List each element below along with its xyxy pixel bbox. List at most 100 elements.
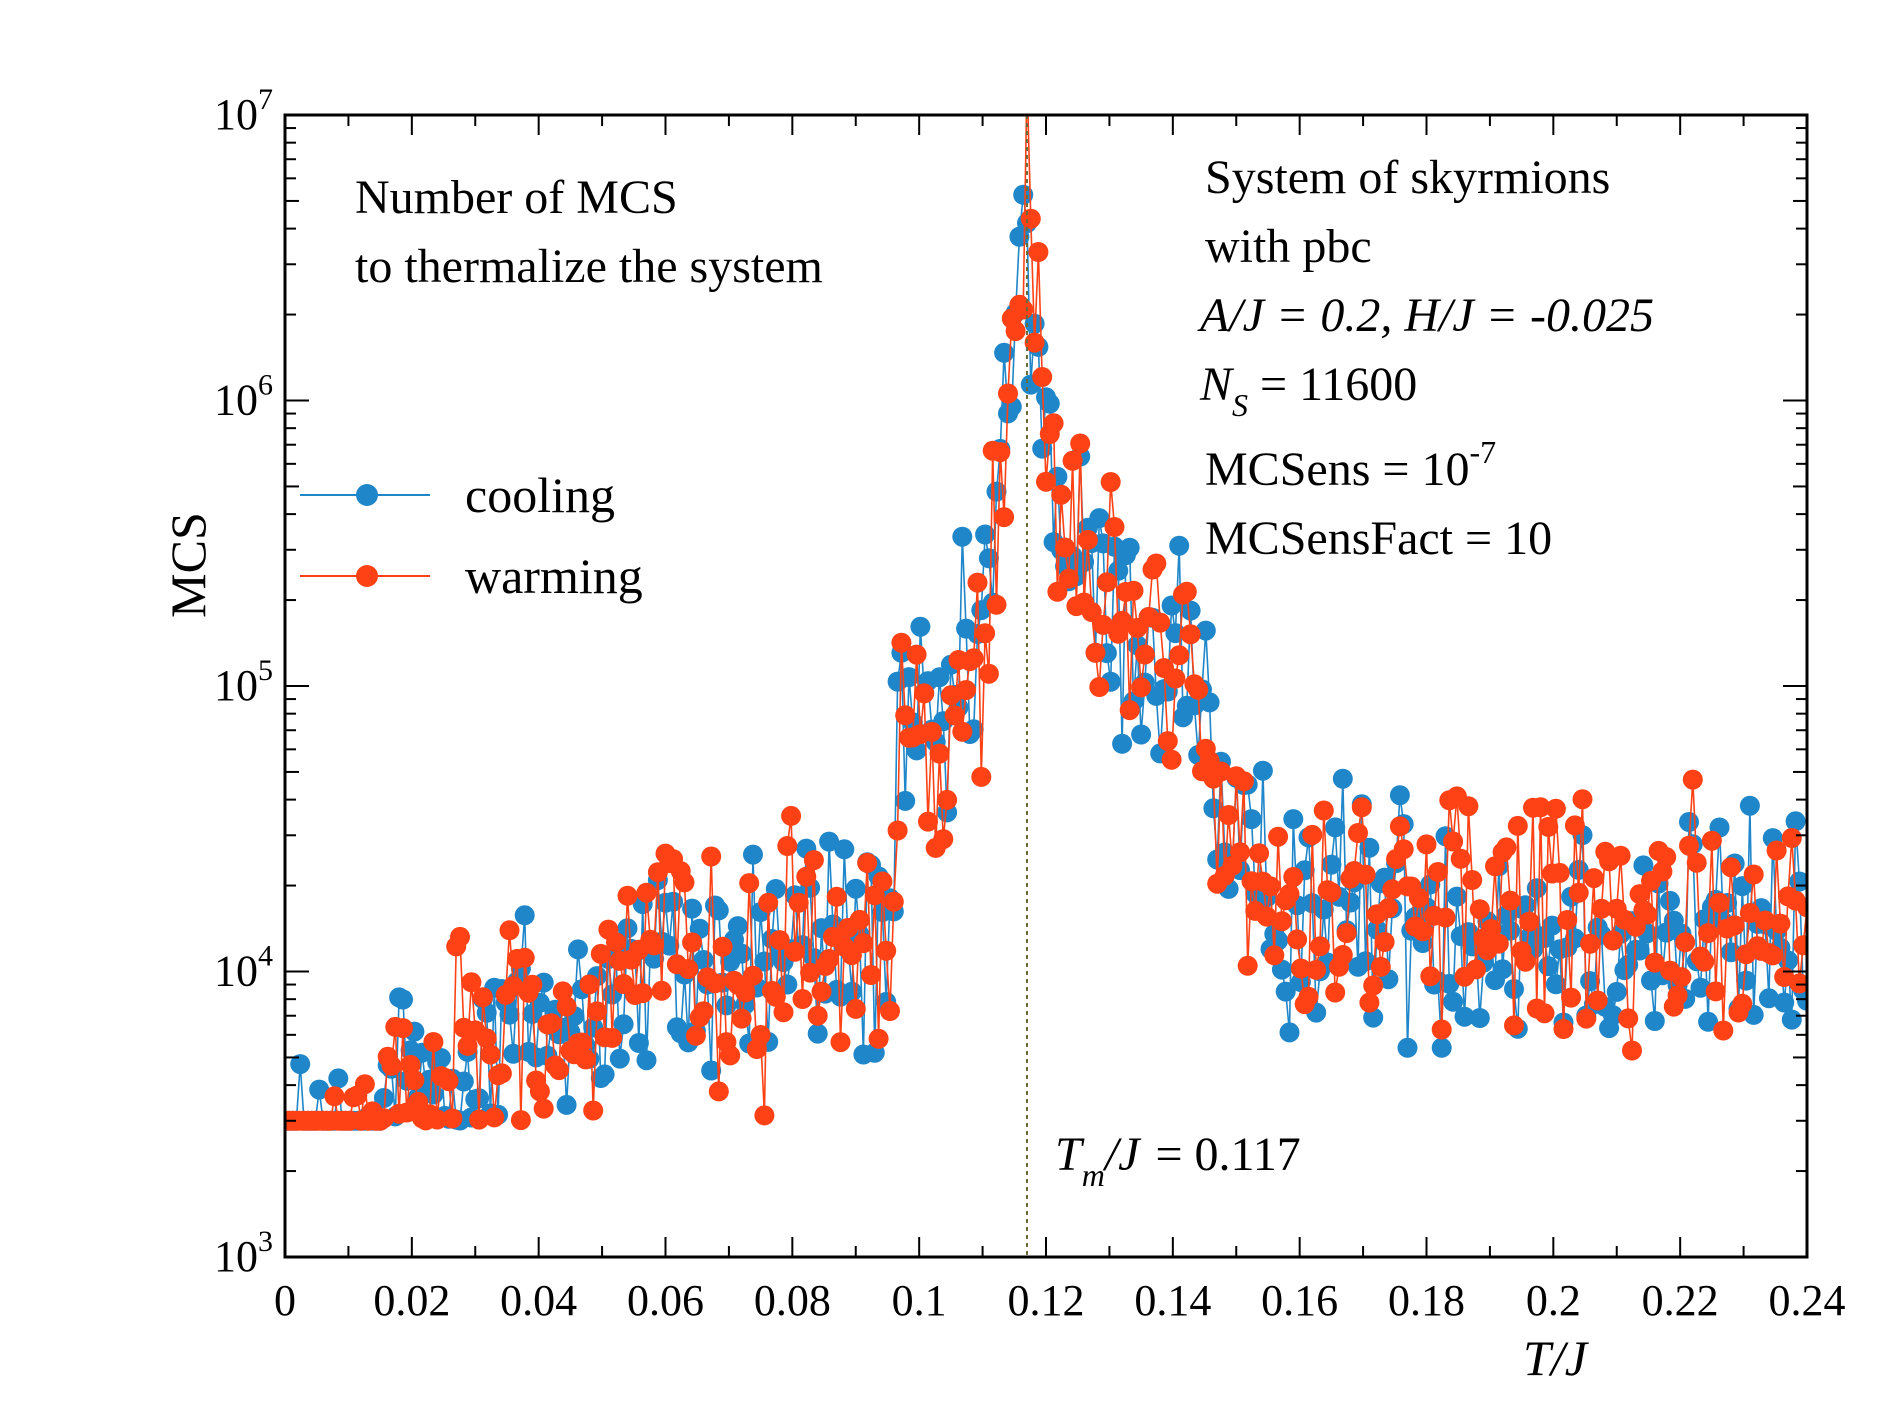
data-point-warming — [868, 1028, 889, 1049]
data-point-warming — [1553, 1019, 1574, 1039]
data-point-cooling — [682, 898, 703, 919]
data-point-warming — [499, 920, 520, 941]
data-point-warming — [1146, 553, 1167, 574]
data-point-cooling — [1195, 620, 1216, 641]
data-point-warming — [1287, 929, 1308, 950]
data-point-warming — [480, 1044, 501, 1065]
data-point-cooling — [514, 905, 535, 926]
data-point-cooling — [1275, 981, 1296, 1002]
data-point-warming — [1332, 945, 1353, 965]
axis-ticks: 0 0.02 0.04 0.06 0.08 0.1 0.12 0.14 0.16 0.18 0.2 0… — [214, 83, 1846, 1325]
data-point-warming — [1462, 870, 1483, 890]
data-point-warming — [1176, 581, 1197, 602]
legend-marker-warming — [356, 565, 378, 587]
data-point-cooling — [1131, 724, 1152, 745]
data-point-cooling — [1618, 954, 1639, 975]
data-point-warming — [975, 623, 996, 644]
data-point-cooling — [1443, 991, 1464, 1012]
data-point-warming — [1755, 910, 1776, 931]
data-point-warming — [1283, 867, 1304, 887]
data-point-cooling — [743, 844, 763, 865]
data-point-warming — [826, 886, 847, 907]
data-point-warming — [743, 965, 763, 986]
data-point-cooling — [1606, 981, 1627, 1002]
data-point-warming — [1310, 936, 1330, 957]
data-point-warming — [1112, 610, 1133, 631]
data-point-warming — [792, 989, 813, 1009]
data-point-warming — [731, 1008, 752, 1029]
data-point-warming — [1104, 517, 1125, 537]
data-point-warming — [739, 873, 760, 894]
data-point-warming — [1766, 840, 1787, 861]
data-point-warming — [575, 1049, 596, 1070]
x-tick-label: 0 — [274, 1276, 296, 1325]
data-point-warming — [1393, 839, 1414, 860]
data-point-warming — [1348, 823, 1368, 843]
note-left-line2: to thermalize the system — [355, 240, 823, 293]
data-point-warming — [921, 721, 942, 742]
data-point-cooling — [1602, 1005, 1623, 1026]
data-point-warming — [1568, 882, 1589, 903]
data-point-warming — [1507, 815, 1528, 836]
series-warming — [285, 115, 1807, 1131]
data-point-warming — [461, 972, 482, 993]
data-point-cooling — [1797, 990, 1807, 1011]
data-point-warming — [1762, 945, 1783, 966]
x-tick-label: 0.04 — [500, 1276, 577, 1325]
annotation-right: System of skyrmions with pbc A/J = 0.2, … — [1197, 151, 1654, 565]
data-point-warming — [1781, 828, 1802, 848]
note-right-line3: A/J = 0.2, H/J = -0.025 — [1197, 289, 1654, 342]
legend: cooling warming — [300, 467, 643, 604]
data-point-warming — [796, 866, 817, 887]
data-point-warming — [1732, 993, 1753, 1014]
data-point-warming — [1545, 798, 1566, 819]
annotation-left: Number of MCS to thermalize the system — [355, 171, 823, 293]
data-point-cooling — [373, 1088, 394, 1108]
data-point-warming — [583, 1100, 604, 1121]
data-point-warming — [1157, 731, 1178, 752]
data-point-warming — [651, 980, 672, 1001]
data-point-warming — [750, 1025, 771, 1045]
data-point-warming — [1268, 826, 1289, 847]
transition-label: Tm/J = 0.117 — [1055, 1128, 1301, 1193]
data-point-cooling — [628, 1033, 649, 1053]
data-point-warming — [811, 981, 832, 1002]
data-point-cooling — [453, 1071, 474, 1092]
data-point-warming — [880, 1001, 900, 1021]
data-point-warming — [1549, 862, 1570, 883]
data-point-warming — [503, 976, 524, 997]
data-point-warming — [674, 872, 695, 893]
data-point-warming — [1622, 1040, 1642, 1061]
legend-entry-cooling: cooling — [300, 467, 615, 523]
data-point-cooling — [910, 616, 931, 637]
data-point-warming — [861, 965, 881, 985]
data-point-warming — [1538, 816, 1559, 837]
data-point-warming — [1306, 959, 1327, 980]
data-point-warming — [1055, 537, 1075, 558]
data-point-warming — [1427, 862, 1448, 882]
data-point-warming — [1561, 987, 1582, 1008]
data-point-warming — [819, 949, 840, 969]
data-point-warming — [491, 1063, 512, 1084]
data-point-warming — [849, 909, 870, 930]
data-point-warming — [887, 820, 908, 841]
mcsens-text: MCSens = 10 — [1205, 443, 1469, 496]
note-right-line1: System of skyrmions — [1205, 151, 1610, 204]
data-point-warming — [1096, 572, 1117, 593]
data-point-warming — [324, 1086, 345, 1107]
data-point-cooling — [1781, 1009, 1802, 1030]
data-point-warming — [1709, 892, 1730, 913]
data-point-warming — [1165, 668, 1186, 689]
data-point-warming — [1671, 967, 1692, 988]
data-point-warming — [1713, 1020, 1734, 1041]
data-point-cooling — [393, 989, 413, 1010]
data-point-warming — [685, 1025, 706, 1046]
data-point-cooling — [1397, 1037, 1418, 1058]
data-point-cooling — [1774, 992, 1795, 1013]
data-point-warming — [1233, 771, 1254, 792]
data-point-cooling — [636, 1050, 657, 1071]
data-point-warming — [381, 1055, 402, 1076]
data-point-warming — [940, 685, 961, 706]
legend-label-warming: warming — [465, 548, 643, 604]
